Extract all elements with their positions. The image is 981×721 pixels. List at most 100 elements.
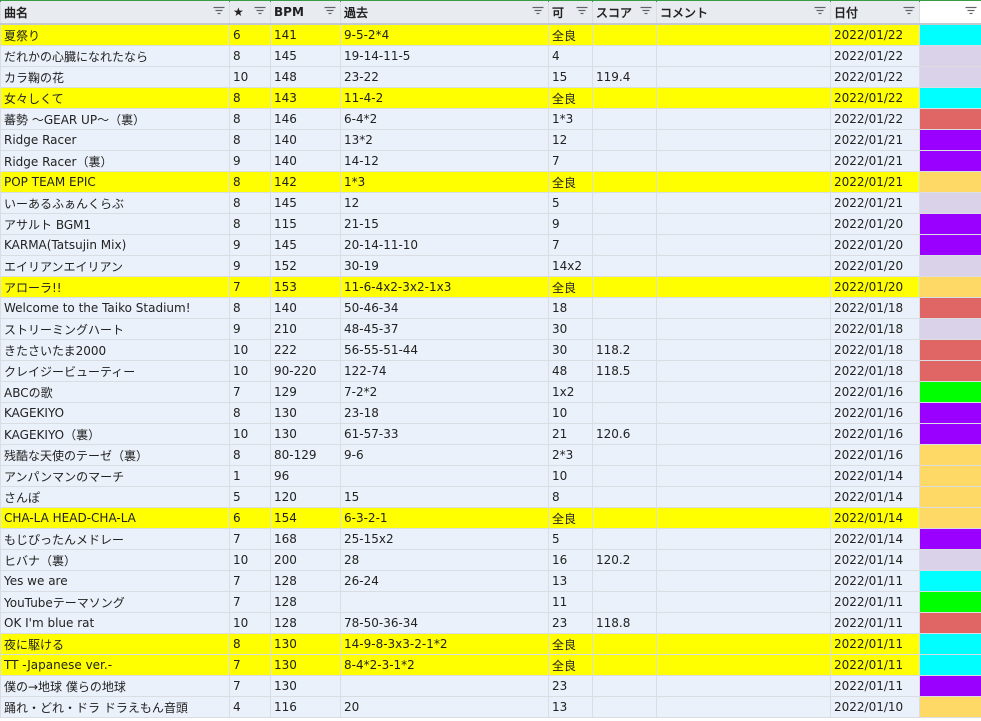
cell-color-swatch[interactable]	[919, 549, 981, 571]
cell-color-swatch[interactable]	[919, 465, 981, 487]
cell-star[interactable]: 9	[229, 150, 271, 172]
table-row[interactable]: クレイジービューティー 10 90-220 122-74 48 118.5 2022/01/…	[0, 360, 981, 382]
table-row[interactable]: いーあるふぁんくらぶ 8 145 12 5 2022/01/21	[0, 192, 981, 214]
cell-song-name[interactable]: TT -Japanese ver.-	[0, 654, 230, 676]
cell-star[interactable]: 7	[229, 654, 271, 676]
cell-date[interactable]: 2022/01/14	[830, 549, 920, 571]
cell-date[interactable]: 2022/01/20	[830, 276, 920, 298]
cell-bpm[interactable]: 120	[270, 486, 341, 508]
cell-past[interactable]: 1*3	[340, 171, 549, 193]
cell-song-name[interactable]: POP TEAM EPIC	[0, 171, 230, 193]
cell-score[interactable]	[592, 213, 657, 235]
cell-score[interactable]	[592, 192, 657, 214]
cell-bpm[interactable]: 141	[270, 23, 341, 46]
cell-date[interactable]: 2022/01/22	[830, 87, 920, 109]
table-row[interactable]: 夜に駆ける 8 130 14-9-8-3x3-2-1*2 全良 2022/01/11	[0, 633, 981, 655]
cell-comment[interactable]	[656, 66, 831, 88]
cell-song-name[interactable]: 残酷な天使のテーゼ（裏）	[0, 444, 230, 466]
cell-ka[interactable]: 全良	[548, 87, 593, 109]
cell-score[interactable]	[592, 444, 657, 466]
cell-song-name[interactable]: Ridge Racer（裏）	[0, 150, 230, 172]
table-row[interactable]: KARMA(Tatsujin Mix) 9 145 20-14-11-10 7 2022/…	[0, 234, 981, 256]
cell-ka[interactable]: 10	[548, 465, 593, 487]
cell-color-swatch[interactable]	[919, 675, 981, 697]
cell-comment[interactable]	[656, 675, 831, 697]
cell-date[interactable]: 2022/01/11	[830, 633, 920, 655]
cell-past[interactable]: 50-46-34	[340, 297, 549, 319]
cell-song-name[interactable]: 夏祭り	[0, 23, 230, 46]
cell-ka[interactable]: 18	[548, 297, 593, 319]
cell-bpm[interactable]: 90-220	[270, 360, 341, 382]
cell-star[interactable]: 8	[229, 633, 271, 655]
table-row[interactable]: CHA-LA HEAD-CHA-LA 6 154 6-3-2-1 全良 2022/01/1…	[0, 507, 981, 529]
cell-color-swatch[interactable]	[919, 318, 981, 340]
cell-date[interactable]: 2022/01/22	[830, 23, 920, 46]
filter-icon[interactable]	[213, 6, 225, 17]
cell-song-name[interactable]: 女々しくて	[0, 87, 230, 109]
cell-song-name[interactable]: Ridge Racer	[0, 129, 230, 151]
cell-past[interactable]	[340, 675, 549, 697]
cell-date[interactable]: 2022/01/11	[830, 591, 920, 613]
cell-ka[interactable]: 1*3	[548, 108, 593, 130]
cell-comment[interactable]	[656, 507, 831, 529]
cell-song-name[interactable]: アサルト BGM1	[0, 213, 230, 235]
cell-score[interactable]	[592, 528, 657, 550]
cell-star[interactable]: 10	[229, 612, 271, 634]
cell-score[interactable]	[592, 276, 657, 298]
table-row[interactable]: TT -Japanese ver.- 7 130 8-4*2-3-1*2 全良 2022/…	[0, 654, 981, 676]
cell-song-name[interactable]: YouTubeテーマソング	[0, 591, 230, 613]
cell-ka[interactable]: 23	[548, 675, 593, 697]
cell-score[interactable]	[592, 234, 657, 256]
cell-star[interactable]: 8	[229, 297, 271, 319]
cell-date[interactable]: 2022/01/22	[830, 66, 920, 88]
cell-comment[interactable]	[656, 381, 831, 403]
filter-icon[interactable]	[814, 6, 826, 17]
cell-ka[interactable]: 5	[548, 192, 593, 214]
cell-ka[interactable]: 48	[548, 360, 593, 382]
filter-icon[interactable]	[254, 6, 266, 17]
cell-past[interactable]	[340, 465, 549, 487]
cell-score[interactable]	[592, 591, 657, 613]
cell-comment[interactable]	[656, 654, 831, 676]
cell-date[interactable]: 2022/01/18	[830, 360, 920, 382]
cell-star[interactable]: 8	[229, 213, 271, 235]
cell-comment[interactable]	[656, 297, 831, 319]
cell-star[interactable]: 7	[229, 591, 271, 613]
cell-star[interactable]: 10	[229, 549, 271, 571]
table-row[interactable]: 蕃勢 ～GEAR UP～（裏） 8 146 6-4*2 1*3 2022/01/22	[0, 108, 981, 130]
table-row[interactable]: POP TEAM EPIC 8 142 1*3 全良 2022/01/21	[0, 171, 981, 193]
table-row[interactable]: アローラ!! 7 153 11-6-4x2-3x2-1x3 全良 2022/01/20	[0, 276, 981, 298]
column-header-past[interactable]: 過去	[340, 0, 549, 25]
cell-color-swatch[interactable]	[919, 444, 981, 466]
cell-ka[interactable]: 14x2	[548, 255, 593, 277]
cell-comment[interactable]	[656, 108, 831, 130]
cell-star[interactable]: 10	[229, 360, 271, 382]
cell-comment[interactable]	[656, 318, 831, 340]
cell-color-swatch[interactable]	[919, 171, 981, 193]
cell-date[interactable]: 2022/01/21	[830, 150, 920, 172]
cell-color-swatch[interactable]	[919, 108, 981, 130]
cell-star[interactable]: 8	[229, 87, 271, 109]
cell-past[interactable]: 48-45-37	[340, 318, 549, 340]
cell-ka[interactable]: 全良	[548, 171, 593, 193]
cell-past[interactable]: 12	[340, 192, 549, 214]
cell-star[interactable]: 8	[229, 171, 271, 193]
filter-icon[interactable]	[532, 6, 544, 17]
cell-past[interactable]: 23-18	[340, 402, 549, 424]
cell-past[interactable]: 14-12	[340, 150, 549, 172]
cell-song-name[interactable]: ヒバナ（裏）	[0, 549, 230, 571]
cell-score[interactable]	[592, 45, 657, 67]
cell-comment[interactable]	[656, 591, 831, 613]
cell-score[interactable]	[592, 465, 657, 487]
cell-bpm[interactable]: 128	[270, 570, 341, 592]
table-row[interactable]: ABCの歌 7 129 7-2*2 1x2 2022/01/16	[0, 381, 981, 403]
cell-score[interactable]	[592, 654, 657, 676]
cell-song-name[interactable]: だれかの心臓になれたなら	[0, 45, 230, 67]
cell-date[interactable]: 2022/01/16	[830, 381, 920, 403]
cell-date[interactable]: 2022/01/14	[830, 486, 920, 508]
cell-score[interactable]	[592, 297, 657, 319]
cell-star[interactable]: 7	[229, 276, 271, 298]
cell-ka[interactable]: 13	[548, 570, 593, 592]
cell-past[interactable]: 122-74	[340, 360, 549, 382]
cell-date[interactable]: 2022/01/22	[830, 108, 920, 130]
